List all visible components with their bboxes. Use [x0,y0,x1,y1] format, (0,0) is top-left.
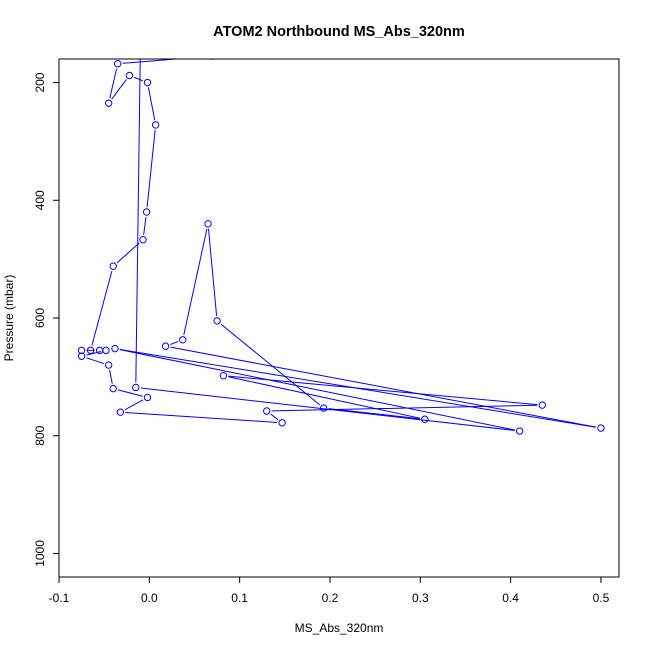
series-layer [77,59,605,435]
series-segment [117,389,143,397]
y-tick-label: 1000 [33,540,47,567]
y-tick-label: 800 [33,425,47,445]
x-tick-label: -0.1 [49,591,70,605]
data-point [319,404,328,412]
series-segment [140,387,515,431]
series-segment [207,228,218,317]
series-segment [109,369,113,384]
data-point [114,60,122,68]
series-segment [228,376,421,419]
y-tick-label: 600 [33,308,47,328]
series-segment [116,242,140,264]
data-point [151,121,160,129]
y-axis: 200 400 600 800 1000 [33,72,59,567]
series-segment [86,351,102,356]
data-point [421,415,429,423]
data-point [116,408,125,416]
y-tick-label: 400 [33,190,47,210]
data-point [132,383,140,392]
x-tick-label: 0.1 [231,591,248,605]
series-segment [228,375,538,406]
x-tick-label: 0.2 [322,591,339,605]
data-point [143,78,152,87]
series-segment [146,129,156,208]
series-segment [135,59,141,383]
series-segment [133,76,144,82]
y-axis-label: Pressure (mbar) [2,275,16,362]
x-tick-label: 0.0 [141,591,158,605]
data-point [77,346,86,355]
data-point [104,361,113,369]
series-segment [122,59,183,64]
series-segment [183,228,208,336]
chart-title: ATOM2 Northbound MS_Abs_320nm [213,24,465,40]
series-segment [86,357,105,365]
data-point [179,336,187,344]
data-point [104,99,113,107]
series-segment [143,216,147,235]
data-point [597,424,605,432]
x-tick-label: 0.5 [593,591,610,605]
data-point [139,236,147,244]
data-point [125,71,134,80]
data-point [109,262,117,270]
data-point [263,407,271,415]
series-segment [91,270,113,346]
data-point [102,346,110,355]
series-segment [147,87,156,121]
data-point [278,419,286,427]
series-segment [125,412,278,423]
data-point [86,346,95,355]
series-segment [111,79,127,100]
data-point [204,220,212,228]
series-segment [170,346,597,428]
series-segment [124,399,144,411]
x-tick-label: 0.3 [412,591,429,605]
x-axis-label: MS_Abs_320nm [295,621,384,635]
x-tick-label: 0.4 [502,591,519,605]
data-point [142,208,151,216]
data-point [538,401,546,409]
data-point [109,384,117,393]
series-segment [119,349,515,431]
data-point [161,342,170,350]
series-segment [270,413,279,421]
data-point [213,317,221,325]
series-segment [220,323,321,406]
series-segment [170,341,179,345]
data-point [515,427,524,435]
data-point [111,344,119,353]
data-point [219,371,228,380]
data-point [77,352,86,360]
data-point [143,393,152,402]
y-tick-label: 200 [33,72,47,92]
series-segment [328,408,420,420]
x-axis: -0.1 0.0 0.1 0.2 0.3 0.4 0.5 [49,577,610,605]
series-segment [109,68,118,99]
series-segment [119,348,597,428]
